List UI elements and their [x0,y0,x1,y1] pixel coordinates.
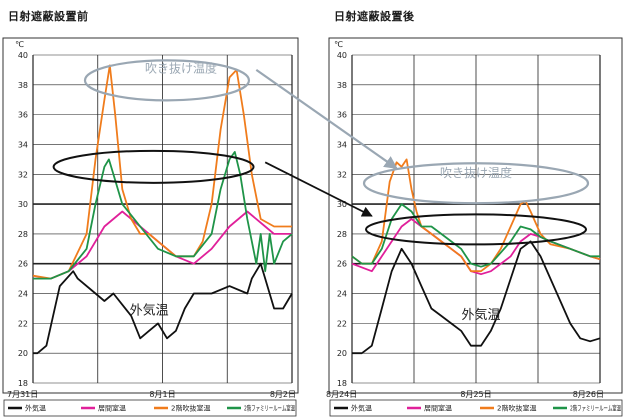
annotation-ellipse-black [365,213,587,246]
series-line [352,240,601,355]
y-tick-label: 32 [337,170,347,179]
annotation-label: 吹き抜け温度 [440,165,512,180]
y-tick-label: 20 [337,349,347,358]
series-line [351,158,601,273]
y-tick-label: 32 [18,170,28,179]
y-tick-label: 36 [337,111,347,120]
legend-label: 2階ファミリールーム室温 [244,404,295,413]
y-unit-label: ℃ [334,40,343,49]
y-unit-label: ℃ [15,40,24,49]
y-tick-label: 24 [337,290,347,299]
arrow-grey [255,68,398,170]
legend-label: 2階吹抜室温 [171,404,210,413]
y-tick-label: 38 [18,81,28,90]
y-tick-label: 20 [18,349,28,358]
chart-title-before: 日射遮蔽設置前 [8,10,89,23]
legend-label: 2階ファミリールーム室温 [570,404,621,413]
y-tick-label: 18 [18,379,28,388]
annotation-ellipse-grey [83,59,251,102]
chart-frame [328,37,623,394]
annotation-layer [255,68,398,217]
y-tick-label: 28 [18,230,28,239]
x-tick-label: 8月25日 [460,390,491,399]
y-tick-label: 22 [337,319,347,328]
legend-label: 外気温 [25,404,46,413]
series-line [351,203,600,268]
y-tick-label: 38 [337,81,347,90]
y-tick-label: 30 [18,200,28,209]
outdoor-temp-label: 外気温 [130,302,169,318]
annotation-ellipse-black [52,149,255,184]
y-tick-label: 28 [337,230,347,239]
chart-title-after: 日射遮蔽設置後 [334,10,415,23]
x-tick-label: 8月24日 [326,390,357,399]
legend [329,399,623,417]
x-tick-label: 7月31日 [7,390,38,399]
legend [3,399,297,417]
x-tick-label: 8月1日 [149,390,175,399]
arrow-black [264,161,373,217]
y-tick-label: 40 [337,51,347,60]
series-line [33,262,293,355]
series-line [32,64,292,280]
y-tick-label: 30 [337,200,347,209]
chart-frame [2,37,299,394]
legend-label: 居間室温 [424,404,452,413]
y-tick-label: 40 [18,51,28,60]
y-tick-label: 26 [337,260,347,269]
y-tick-label: 18 [337,379,347,388]
panel-after: ℃ 40 38 36 34 32 30 28 26 24 22 20 18 8月24日 8月25日 8月26日… [326,37,623,417]
y-tick-label: 24 [18,290,28,299]
y-tick-label: 36 [18,111,28,120]
y-tick-label: 22 [18,319,28,328]
series-line [33,151,293,280]
y-tick-label: 34 [18,140,28,149]
annotation-ellipse-grey [362,162,590,205]
legend-label: 2階吹抜室温 [497,404,536,413]
y-tick-label: 34 [337,140,347,149]
x-tick-label: 8月2日 [270,390,296,399]
legend-label: 外気温 [351,404,372,413]
outdoor-temp-label: 外気温 [461,307,500,323]
x-tick-label: 8月26日 [573,390,604,399]
legend-label: 居間室温 [98,404,126,413]
y-tick-label: 26 [18,260,28,269]
annotation-label: 吹き抜け温度 [145,60,217,75]
